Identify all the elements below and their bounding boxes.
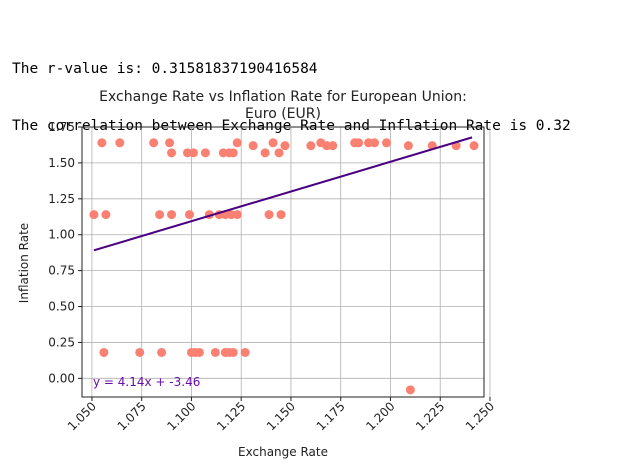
data-point xyxy=(260,148,270,158)
data-point xyxy=(115,138,125,148)
y-tick-label: 0.75 xyxy=(48,264,75,278)
x-tick-label: 1.100 xyxy=(164,399,198,433)
data-point xyxy=(149,138,159,148)
regression-line-group xyxy=(93,136,473,252)
data-points xyxy=(89,138,479,395)
correlation-text: The correlation between Exchange Rate an… xyxy=(12,118,571,134)
data-point xyxy=(403,141,413,151)
y-tick-label: 1.75 xyxy=(48,120,75,134)
data-point xyxy=(184,210,194,220)
x-tick-label: 1.150 xyxy=(264,399,298,433)
data-point xyxy=(268,138,278,148)
x-tick-label: 1.200 xyxy=(363,399,397,433)
data-point xyxy=(167,210,177,220)
y-tick-label: 1.50 xyxy=(48,156,75,170)
cell-output: The r-value is: 0.31581837190416584 The … xyxy=(12,22,571,155)
grid xyxy=(82,126,491,397)
data-point xyxy=(276,210,286,220)
y-tick-label: 0.25 xyxy=(48,335,75,349)
data-point xyxy=(370,138,380,148)
y-tick-label: 1.00 xyxy=(48,228,75,242)
data-point xyxy=(89,210,99,220)
plot-frame xyxy=(81,126,485,398)
y-axis-label: Inflation Rate xyxy=(17,223,31,303)
data-point xyxy=(228,347,238,357)
x-axis-label: Exchange Rate xyxy=(238,445,328,459)
data-point xyxy=(97,138,107,148)
data-point xyxy=(354,138,364,148)
data-point xyxy=(405,385,415,395)
data-point xyxy=(99,347,109,357)
data-point xyxy=(135,347,145,357)
y-tick-label: 0.50 xyxy=(48,300,75,314)
data-point xyxy=(210,347,220,357)
data-point xyxy=(155,210,165,220)
data-point xyxy=(240,347,250,357)
data-point xyxy=(228,148,238,158)
data-point xyxy=(381,138,391,148)
regression-line xyxy=(93,136,473,252)
data-point xyxy=(232,210,242,220)
x-tick-label: 1.050 xyxy=(65,399,99,433)
x-tick-label: 1.250 xyxy=(463,399,497,433)
data-point xyxy=(188,148,198,158)
y-tick-label: 0.00 xyxy=(48,371,75,385)
data-point xyxy=(200,148,210,158)
data-point xyxy=(157,347,167,357)
data-point xyxy=(280,141,290,151)
data-point xyxy=(194,347,204,357)
chart-title-line1: Exchange Rate vs Inflation Rate for Euro… xyxy=(99,89,467,105)
x-tick-label: 1.075 xyxy=(115,399,149,433)
data-point xyxy=(101,210,111,220)
data-point xyxy=(248,141,258,151)
data-point xyxy=(306,141,316,151)
data-point xyxy=(232,138,242,148)
r-value-text: The r-value is: 0.31581837190416584 xyxy=(12,61,318,77)
data-point xyxy=(264,210,274,220)
x-tick-label: 1.225 xyxy=(413,399,447,433)
data-point xyxy=(167,148,177,158)
data-point xyxy=(165,138,175,148)
chart-title-line2: Euro (EUR) xyxy=(245,106,321,122)
data-point xyxy=(469,141,479,151)
data-point xyxy=(328,141,338,151)
x-tick-label: 1.175 xyxy=(314,399,348,433)
x-tick-label: 1.125 xyxy=(214,399,248,433)
data-point xyxy=(274,148,284,158)
y-tick-label: 1.25 xyxy=(48,192,75,206)
regression-equation: y = 4.14x + -3.46 xyxy=(93,375,200,389)
